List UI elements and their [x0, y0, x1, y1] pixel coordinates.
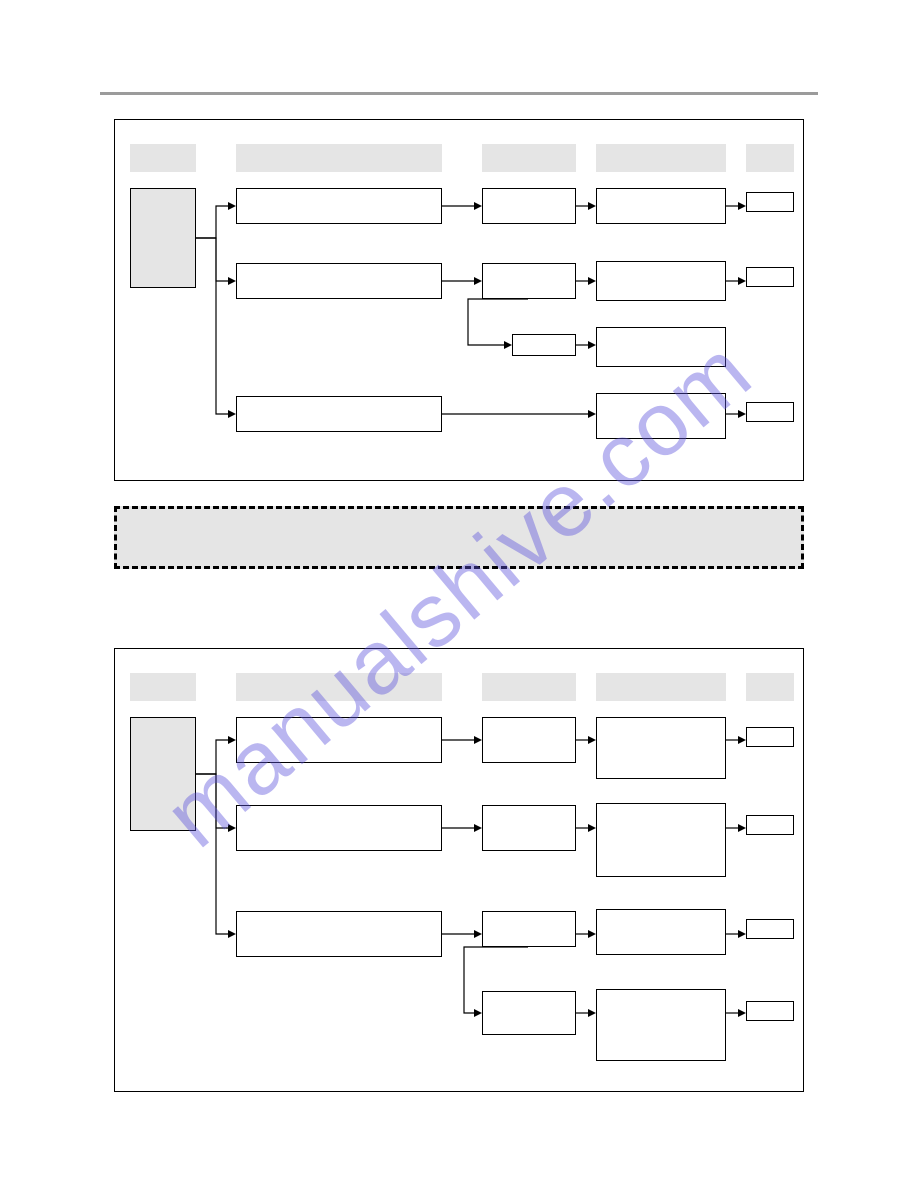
- result-box: [596, 989, 726, 1061]
- column-header: [596, 673, 726, 701]
- result-box: [596, 261, 726, 301]
- result-box: [596, 188, 726, 224]
- column-header: [746, 144, 794, 172]
- process-box: [236, 805, 442, 851]
- column-header: [746, 673, 794, 701]
- header-rule: [100, 92, 818, 95]
- flowchart-panel-a: [114, 119, 804, 481]
- start-block: [130, 717, 196, 831]
- result-box: [596, 909, 726, 955]
- result-box: [596, 803, 726, 877]
- end-box: [746, 192, 794, 212]
- result-box: [596, 717, 726, 779]
- column-header: [482, 673, 576, 701]
- check-box: [482, 263, 576, 299]
- column-header: [130, 144, 196, 172]
- notice-box: [114, 506, 804, 569]
- process-box: [236, 717, 442, 763]
- end-box: [746, 727, 794, 747]
- page: manualshive.com: [0, 0, 918, 1188]
- process-box: [236, 263, 442, 299]
- column-header: [596, 144, 726, 172]
- column-header: [482, 144, 576, 172]
- result-box: [596, 393, 726, 439]
- end-box: [746, 815, 794, 835]
- process-box: [236, 188, 442, 224]
- check-box: [482, 188, 576, 224]
- end-box: [746, 1001, 794, 1021]
- check-box: [482, 805, 576, 851]
- result-box: [596, 327, 726, 367]
- end-box: [746, 919, 794, 939]
- column-header: [236, 144, 442, 172]
- end-box: [746, 402, 794, 422]
- flowchart-panel-b: [114, 648, 804, 1092]
- check-box: [482, 911, 576, 947]
- check-box: [512, 334, 576, 356]
- start-block: [130, 188, 196, 288]
- check-box: [482, 717, 576, 763]
- column-header: [130, 673, 196, 701]
- check-box: [482, 991, 576, 1035]
- column-header: [236, 673, 442, 701]
- process-box: [236, 911, 442, 957]
- end-box: [746, 267, 794, 287]
- process-box: [236, 396, 442, 432]
